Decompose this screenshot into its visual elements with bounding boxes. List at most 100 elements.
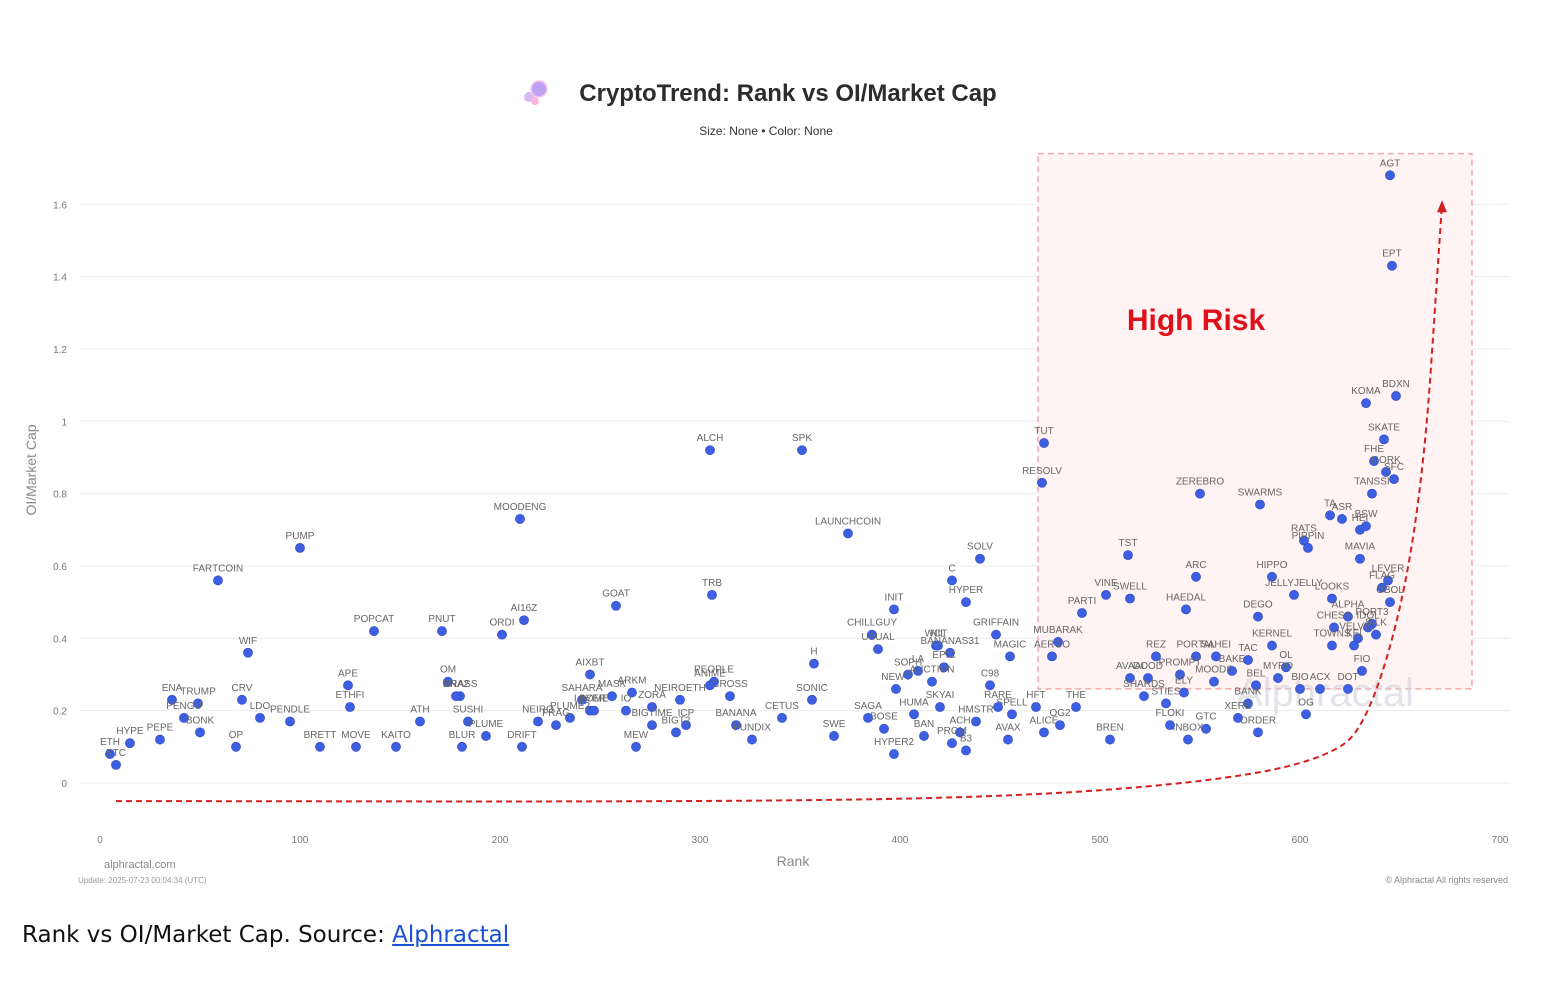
data-point[interactable]: THE (1066, 690, 1086, 712)
data-point[interactable]: PENDLE (270, 704, 310, 727)
point-marker[interactable] (807, 694, 817, 705)
point-marker[interactable] (1243, 698, 1253, 709)
data-point[interactable]: HIPPO (1256, 560, 1288, 582)
data-point[interactable]: LDO (250, 701, 271, 723)
data-point[interactable]: JELLYJELLY (1265, 578, 1323, 600)
point-marker[interactable] (345, 702, 355, 712)
point-marker[interactable] (1055, 720, 1065, 731)
data-point[interactable]: VINE (1094, 578, 1118, 600)
data-point[interactable]: PIPPIN (1292, 531, 1325, 553)
point-marker[interactable] (1191, 571, 1201, 582)
data-point[interactable]: MUBARAK (1033, 625, 1083, 647)
data-point[interactable]: DOT (1337, 672, 1359, 694)
data-point[interactable]: RESOLV (1022, 466, 1062, 488)
point-marker[interactable] (1367, 488, 1377, 499)
data-point[interactable]: EPT (1382, 249, 1402, 271)
data-point[interactable]: LA (912, 654, 925, 676)
point-marker[interactable] (1053, 637, 1063, 647)
data-point[interactable]: ACX (1310, 672, 1331, 694)
point-marker[interactable] (1125, 673, 1135, 683)
point-marker[interactable] (1355, 553, 1365, 564)
data-point[interactable]: HYPER2 (874, 737, 914, 759)
point-marker[interactable] (1255, 499, 1265, 510)
data-point[interactable]: BIGTIME (631, 708, 673, 731)
data-point[interactable]: GOAT (602, 589, 630, 611)
point-marker[interactable] (991, 629, 1001, 640)
data-point[interactable]: CETUS (765, 701, 799, 723)
data-point[interactable]: BIO (1291, 672, 1309, 694)
point-marker[interactable] (627, 687, 637, 698)
data-point[interactable]: CRV (232, 683, 253, 705)
point-marker[interactable] (243, 647, 253, 658)
data-point[interactable]: BLUR (449, 730, 476, 752)
data-point[interactable]: OBOL (1376, 585, 1404, 608)
point-marker[interactable] (707, 589, 717, 600)
data-point[interactable]: AERGO (1034, 639, 1070, 662)
data-point[interactable]: AVAAI (1116, 661, 1144, 683)
data-point[interactable]: USUAL (861, 632, 895, 655)
data-point[interactable]: BOME (579, 694, 609, 716)
data-point[interactable]: MAGIC (994, 639, 1027, 662)
data-point[interactable]: SKATE (1368, 422, 1400, 445)
data-point[interactable]: PARTI (1068, 596, 1097, 618)
point-marker[interactable] (1295, 684, 1305, 694)
point-marker[interactable] (1179, 687, 1189, 698)
point-marker[interactable] (1071, 702, 1081, 712)
point-marker[interactable] (515, 514, 525, 524)
point-marker[interactable] (1191, 651, 1201, 662)
point-marker[interactable] (1037, 477, 1047, 488)
data-point[interactable]: HMSTR (958, 704, 994, 727)
point-marker[interactable] (1161, 698, 1171, 709)
data-point[interactable]: SAHEI (1201, 639, 1231, 662)
data-point[interactable]: OG (1298, 697, 1314, 720)
data-point[interactable]: SILK (1365, 618, 1387, 640)
point-marker[interactable] (1211, 651, 1221, 662)
point-marker[interactable] (1327, 593, 1337, 604)
point-marker[interactable] (913, 665, 923, 676)
data-point[interactable]: PUNDIX (733, 723, 771, 745)
point-marker[interactable] (1047, 651, 1057, 662)
point-marker[interactable] (369, 626, 379, 636)
data-point[interactable]: AI16Z (511, 603, 538, 626)
point-marker[interactable] (1039, 438, 1049, 448)
data-point[interactable]: REZ (1146, 639, 1166, 662)
data-point[interactable]: AVAX (995, 723, 1021, 745)
data-point[interactable]: ENA2 (443, 679, 470, 702)
data-point[interactable]: TRB (702, 578, 722, 600)
point-marker[interactable] (195, 727, 205, 738)
point-marker[interactable] (961, 597, 971, 608)
point-marker[interactable] (1349, 640, 1359, 651)
point-marker[interactable] (947, 738, 957, 749)
data-point[interactable]: CROSS (712, 679, 748, 702)
point-marker[interactable] (1183, 734, 1193, 745)
point-marker[interactable] (125, 738, 135, 749)
point-marker[interactable] (1039, 727, 1049, 738)
data-point[interactable]: BAN (914, 719, 935, 741)
point-marker[interactable] (945, 647, 955, 658)
point-marker[interactable] (451, 691, 461, 702)
point-marker[interactable] (1361, 398, 1371, 409)
data-point[interactable]: ETHFI (336, 690, 365, 712)
data-point[interactable]: RARE (984, 690, 1012, 712)
data-point[interactable]: CHILLGUY (847, 618, 897, 640)
data-point[interactable]: ELY (1175, 676, 1193, 698)
point-marker[interactable] (873, 644, 883, 655)
point-marker[interactable] (935, 702, 945, 712)
data-point[interactable]: ANIME (694, 668, 726, 691)
point-marker[interactable] (1101, 589, 1111, 600)
point-marker[interactable] (1251, 680, 1261, 691)
data-point[interactable]: BREN (1096, 723, 1124, 745)
data-point[interactable]: WIF (239, 636, 257, 658)
point-marker[interactable] (255, 712, 265, 723)
point-marker[interactable] (457, 741, 467, 752)
data-point[interactable]: BOSE (870, 712, 898, 734)
data-point[interactable]: DRIFT (507, 730, 537, 752)
data-point[interactable]: BAKE (1219, 654, 1246, 676)
point-marker[interactable] (947, 575, 957, 586)
point-marker[interactable] (391, 741, 401, 752)
point-marker[interactable] (1201, 723, 1211, 734)
point-marker[interactable] (909, 709, 919, 720)
data-point[interactable]: SHARDS (1123, 679, 1165, 702)
point-marker[interactable] (519, 615, 529, 626)
point-marker[interactable] (463, 716, 473, 727)
